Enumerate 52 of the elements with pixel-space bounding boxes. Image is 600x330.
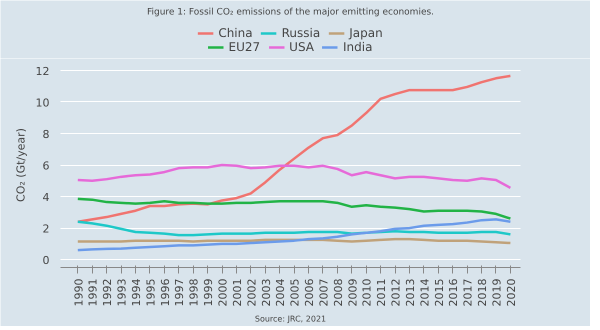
x-tick-label: 1990 bbox=[72, 278, 86, 306]
y-tick-label: 8 bbox=[42, 128, 50, 141]
x-tick-label: 2020 bbox=[504, 278, 518, 306]
x-tick-label: 2018 bbox=[476, 278, 490, 306]
x-tick-label: 2000 bbox=[216, 278, 230, 306]
line-series bbox=[76, 220, 512, 236]
x-tick-label: 2004 bbox=[274, 278, 288, 306]
y-tick-label: 12 bbox=[36, 64, 50, 78]
x-tick-label: 2014 bbox=[418, 278, 432, 306]
x-tick-label: 1998 bbox=[188, 278, 201, 306]
x-tick-label: 2006 bbox=[303, 278, 316, 306]
x-tick-label: 1995 bbox=[144, 278, 158, 306]
x-tick-label: 2019 bbox=[490, 278, 504, 306]
line-series bbox=[76, 164, 512, 190]
x-tick-label: 2001 bbox=[230, 278, 244, 306]
y-axis-title: CO₂ (Gt/year) bbox=[14, 128, 28, 202]
x-tick-label: 1996 bbox=[158, 278, 172, 306]
x-tick-label: 1991 bbox=[86, 278, 100, 306]
y-tick-label: 0 bbox=[42, 254, 50, 268]
legend-label: USA bbox=[289, 39, 314, 55]
line-series bbox=[76, 218, 512, 252]
x-tick-label: 1994 bbox=[130, 278, 143, 306]
x-tick-label: 1999 bbox=[202, 278, 216, 306]
line-series bbox=[76, 198, 512, 220]
y-tick-label: 2 bbox=[42, 222, 50, 236]
y-tick-label: 4 bbox=[42, 191, 50, 204]
source-note: Source: JRC, 2021 bbox=[254, 314, 326, 324]
x-tick-label: 2015 bbox=[432, 278, 446, 306]
x-tick-label: 2009 bbox=[346, 278, 360, 306]
chart-title: Figure 1: Fossil CO₂ emissions of the major emitting economies. bbox=[146, 8, 434, 18]
legend-label: India bbox=[343, 40, 372, 55]
y-tick-label: 6 bbox=[42, 160, 50, 172]
legend-label: China bbox=[218, 25, 253, 41]
legend-label: Russia bbox=[282, 25, 320, 41]
x-tick-label: 2005 bbox=[288, 278, 302, 306]
x-tick-label: 2013 bbox=[404, 278, 417, 306]
y-tick-label: 10 bbox=[36, 96, 50, 110]
x-tick-label: 2003 bbox=[260, 278, 273, 306]
x-tick-label: 2012 bbox=[390, 278, 403, 306]
x-tick-label: 2010 bbox=[360, 278, 374, 306]
legend-label: Japan bbox=[349, 25, 383, 41]
x-tick-label: 2016 bbox=[447, 278, 460, 306]
x-tick-label: 2011 bbox=[375, 278, 388, 306]
x-tick-label: 2017 bbox=[462, 278, 475, 306]
line-series bbox=[76, 74, 512, 224]
x-tick-label: 2002 bbox=[245, 278, 258, 306]
x-tick-label: 1997 bbox=[173, 278, 186, 306]
x-tick-label: 2007 bbox=[317, 278, 330, 306]
x-tick-label: 1993 bbox=[116, 278, 129, 306]
x-tick-label: 1992 bbox=[101, 278, 114, 306]
x-tick-label: 2008 bbox=[332, 278, 345, 306]
legend-label: EU27 bbox=[228, 39, 260, 55]
